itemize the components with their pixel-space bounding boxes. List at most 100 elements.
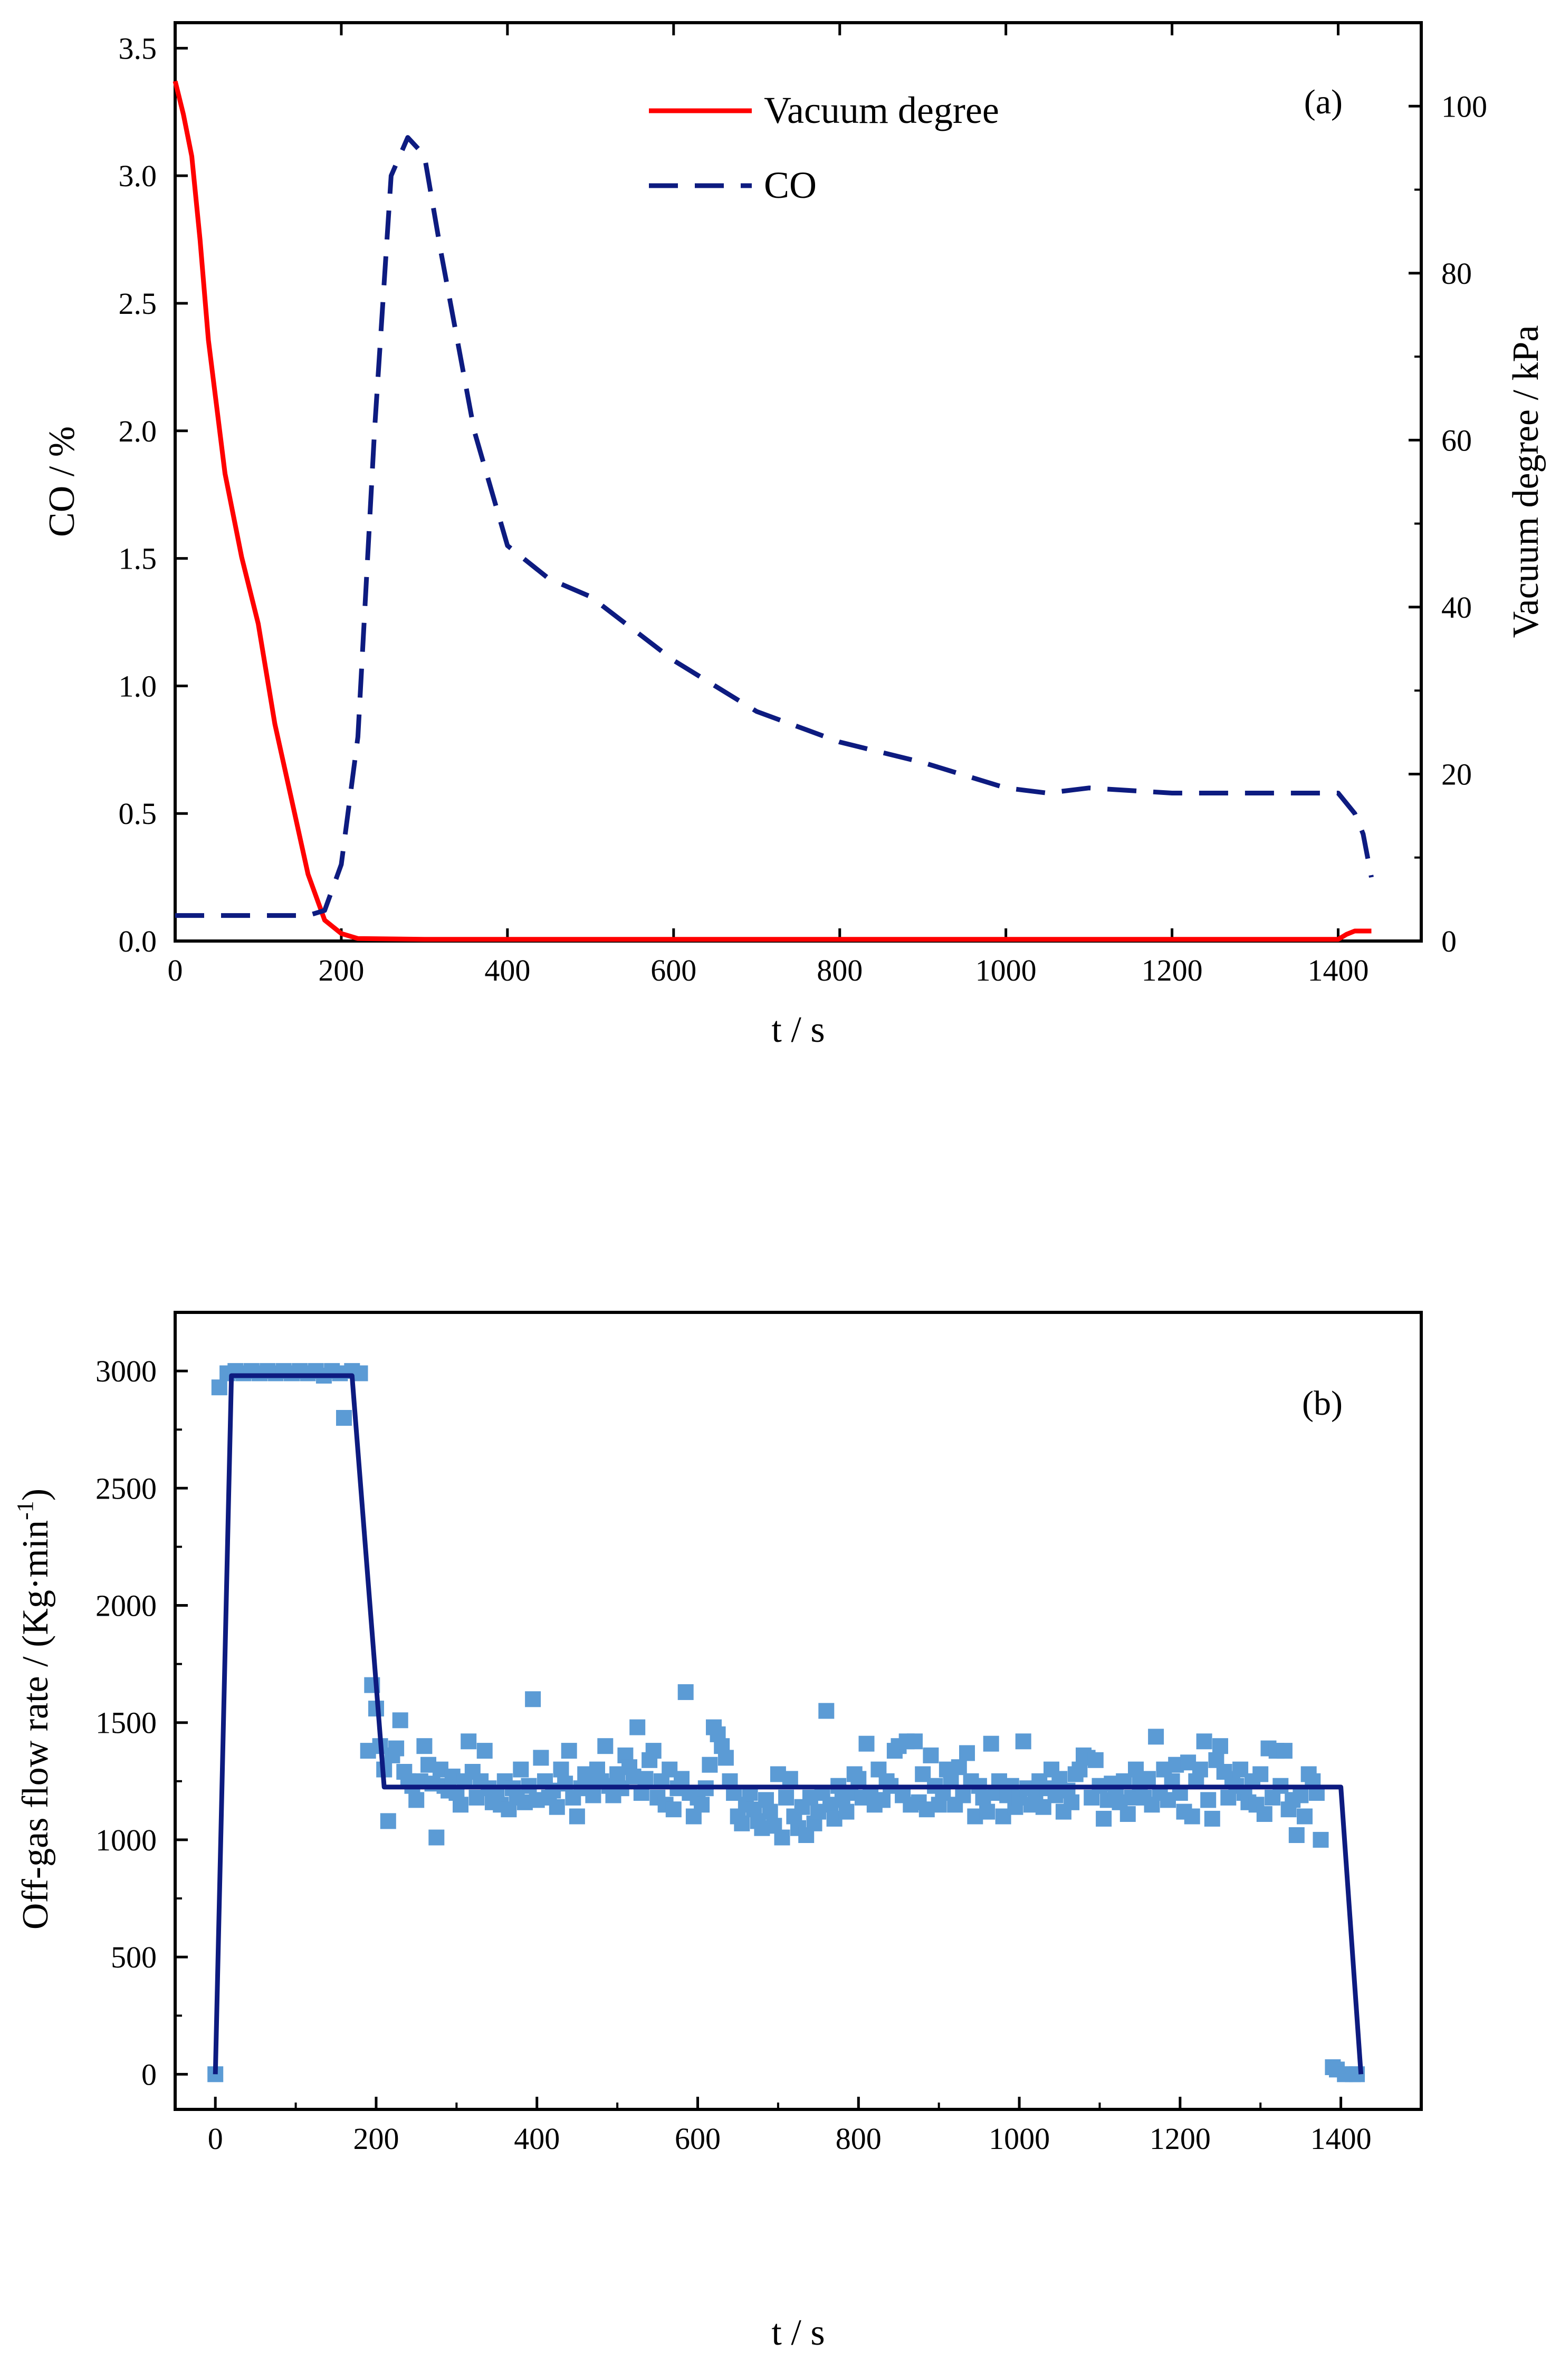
panel-b-x-tick-label: 800 bbox=[836, 2122, 882, 2156]
flow-rate-point bbox=[677, 1684, 694, 1700]
flow-rate-point bbox=[955, 1787, 971, 1803]
flow-rate-point bbox=[1297, 1808, 1313, 1825]
vacuum-degree-line bbox=[173, 80, 1372, 942]
panel-b-y-axis-title-superscript: -1 bbox=[12, 1501, 38, 1520]
flow-rate-point bbox=[597, 1738, 614, 1754]
flow-rate-point bbox=[1252, 1766, 1269, 1782]
flow-rate-point bbox=[818, 1703, 835, 1719]
flow-rate-point bbox=[553, 1761, 569, 1778]
flow-rate-point bbox=[951, 1759, 967, 1776]
flow-rate-point bbox=[1148, 1729, 1164, 1745]
panel-b-y-tick-label: 1500 bbox=[95, 1706, 157, 1740]
panel-b-y-tick-label: 2000 bbox=[95, 1589, 157, 1623]
panel-b-y-tick-label: 3000 bbox=[95, 1354, 157, 1388]
panel-a-left-y-axis-title: CO / % bbox=[42, 426, 82, 537]
panel-a-x-ticks: 0 200 400 600 800 1000 1200 1400 bbox=[168, 23, 1369, 987]
panel-b-series bbox=[207, 1363, 1365, 2082]
flow-rate-point bbox=[1064, 1794, 1080, 1810]
panel-b-y-ticks: 0 500 1000 1500 2000 2500 3000 bbox=[95, 1311, 188, 2091]
panel-a-x-tick-label: 600 bbox=[650, 953, 696, 987]
flow-rate-point bbox=[629, 1719, 646, 1735]
flow-rate-point bbox=[959, 1745, 975, 1761]
flow-rate-point bbox=[694, 1797, 710, 1813]
panel-b-y-tick-label: 500 bbox=[111, 1940, 157, 1974]
panel-a-right-y-axis-title: Vacuum degree / kPa bbox=[1506, 325, 1546, 638]
panel-b-x-tick-label: 400 bbox=[514, 2122, 560, 2156]
flow-rate-point bbox=[525, 1691, 541, 1707]
flow-rate-point bbox=[549, 1799, 565, 1815]
panel-b-x-tick-label: 0 bbox=[208, 2122, 223, 2156]
panel-b-y-tick-label: 0 bbox=[141, 2057, 157, 2091]
legend-co-label: CO bbox=[764, 164, 817, 206]
panel-a: 0 200 400 600 800 1000 1200 1400 0.00.51.01.52.… bbox=[42, 21, 1546, 1050]
flow-rate-point bbox=[838, 1803, 855, 1820]
panel-a-right-y-tick-label: 20 bbox=[1441, 757, 1472, 791]
panel-b-label: (b) bbox=[1302, 1384, 1343, 1423]
panel-b-x-tick-label: 1400 bbox=[1310, 2122, 1372, 2156]
panel-b-x-tick-label: 1000 bbox=[989, 2122, 1050, 2156]
panel-a-x-tick-label: 1400 bbox=[1308, 953, 1369, 987]
flow-rate-point bbox=[983, 1735, 999, 1752]
flow-rate-point bbox=[1119, 1806, 1136, 1822]
flow-rate-point bbox=[875, 1792, 891, 1808]
panel-b-x-tick-label: 1200 bbox=[1150, 2122, 1211, 2156]
flow-rate-point bbox=[408, 1792, 425, 1808]
panel-a-left-y-tick-label: 3.5 bbox=[119, 31, 157, 65]
flow-rate-point bbox=[1256, 1806, 1272, 1822]
flow-rate-point bbox=[637, 1771, 654, 1787]
panel-a-left-y-tick-label: 1.5 bbox=[119, 542, 157, 576]
flow-rate-point bbox=[561, 1743, 577, 1759]
panel-a-x-tick-label: 1000 bbox=[975, 953, 1037, 987]
flow-rate-point bbox=[702, 1757, 718, 1773]
panel-b-y-tick-label: 2500 bbox=[95, 1471, 157, 1505]
flow-rate-point bbox=[774, 1829, 790, 1846]
flow-rate-point bbox=[665, 1801, 682, 1818]
flow-rate-point bbox=[645, 1743, 662, 1759]
panel-b-x-tick-label: 200 bbox=[353, 2122, 399, 2156]
panel-a-x-tick-label: 1200 bbox=[1142, 953, 1203, 987]
flow-rate-point bbox=[858, 1735, 875, 1752]
panel-b-x-tick-label: 600 bbox=[675, 2122, 721, 2156]
panel-a-x-tick-label: 200 bbox=[318, 953, 364, 987]
panel-a-label: (a) bbox=[1304, 83, 1343, 121]
flow-rate-point bbox=[717, 1750, 734, 1766]
panel-a-left-y-tick-label: 1.0 bbox=[119, 669, 157, 703]
panel-a-right-y-tick-label: 60 bbox=[1441, 423, 1472, 457]
flow-rate-point bbox=[569, 1808, 585, 1825]
flow-rate-point bbox=[211, 1379, 227, 1396]
panel-a-right-y-ticks: 0 20 40 60 80 100 bbox=[1409, 22, 1487, 958]
panel-b-y-tick-label: 1000 bbox=[95, 1823, 157, 1857]
flow-rate-point bbox=[778, 1789, 795, 1806]
panel-a-right-y-tick-label: 40 bbox=[1441, 590, 1472, 625]
flow-rate-point bbox=[1276, 1743, 1293, 1759]
flow-rate-point bbox=[513, 1761, 529, 1778]
flow-rate-point bbox=[380, 1813, 396, 1829]
panel-a-x-tick-label: 800 bbox=[817, 953, 863, 987]
panel-a-right-y-tick-label: 0 bbox=[1441, 924, 1457, 958]
flow-rate-point bbox=[1288, 1827, 1305, 1843]
flow-rate-point bbox=[1293, 1787, 1309, 1803]
flow-rate-point bbox=[850, 1771, 867, 1787]
flow-rate-point bbox=[907, 1733, 923, 1750]
flow-rate-point bbox=[392, 1712, 408, 1729]
flow-rate-point bbox=[336, 1410, 352, 1426]
panel-a-plot-frame bbox=[174, 21, 1423, 943]
co-line bbox=[175, 135, 1374, 918]
flow-rate-point bbox=[1087, 1752, 1104, 1768]
panel-b-x-axis-title: t / s bbox=[771, 2312, 825, 2353]
flow-rate-point bbox=[352, 1365, 368, 1381]
panel-a-left-y-tick-label: 0.5 bbox=[119, 796, 157, 831]
flow-rate-point bbox=[782, 1771, 798, 1787]
flow-rate-point bbox=[1212, 1738, 1228, 1754]
flow-rate-point bbox=[416, 1738, 433, 1754]
panel-b-x-ticks: 0 200 400 600 800 1000 1200 1400 bbox=[208, 2097, 1422, 2156]
panel-a-left-y-tick-label: 2.5 bbox=[119, 286, 157, 321]
flow-rate-point bbox=[453, 1797, 468, 1813]
flow-rate-point bbox=[734, 1815, 750, 1831]
panel-a-left-y-ticks: 0.0 0.5 1.0 1.5 2.0 2.5 3.0 3.5 bbox=[119, 31, 188, 958]
flow-rate-point bbox=[585, 1787, 601, 1803]
panel-a-legend: Vacuum degree CO bbox=[649, 89, 999, 206]
flow-rate-point bbox=[533, 1750, 549, 1766]
panel-a-left-y-tick-label: 3.0 bbox=[119, 159, 157, 193]
flow-rate-point bbox=[979, 1803, 996, 1820]
